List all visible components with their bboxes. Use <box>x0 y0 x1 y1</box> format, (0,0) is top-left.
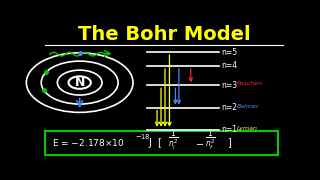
Text: n=3: n=3 <box>221 81 237 90</box>
Text: $-18$: $-18$ <box>135 132 151 141</box>
Text: J  $\left[\right.$: J $\left[\right.$ <box>145 136 163 150</box>
Text: E = $-$2.178$\times$10: E = $-$2.178$\times$10 <box>52 137 125 148</box>
Text: The Bohr Model: The Bohr Model <box>78 25 250 44</box>
Text: $\dfrac{1}{n_i^2}$: $\dfrac{1}{n_i^2}$ <box>168 127 179 152</box>
Text: $\left.\right]$: $\left.\right]$ <box>227 136 232 150</box>
Text: $\dfrac{1}{n_f^2}$: $\dfrac{1}{n_f^2}$ <box>205 127 216 152</box>
Text: Paschen: Paschen <box>237 82 263 86</box>
Text: n=2: n=2 <box>221 103 237 112</box>
Text: Balmer: Balmer <box>237 104 260 109</box>
Text: n=5: n=5 <box>221 48 237 57</box>
Text: N: N <box>75 76 85 89</box>
Bar <box>45 131 278 155</box>
Text: Lyman: Lyman <box>237 126 258 131</box>
Text: n=1: n=1 <box>221 125 237 134</box>
Text: n=4: n=4 <box>221 61 237 70</box>
Text: $-$: $-$ <box>195 138 204 148</box>
